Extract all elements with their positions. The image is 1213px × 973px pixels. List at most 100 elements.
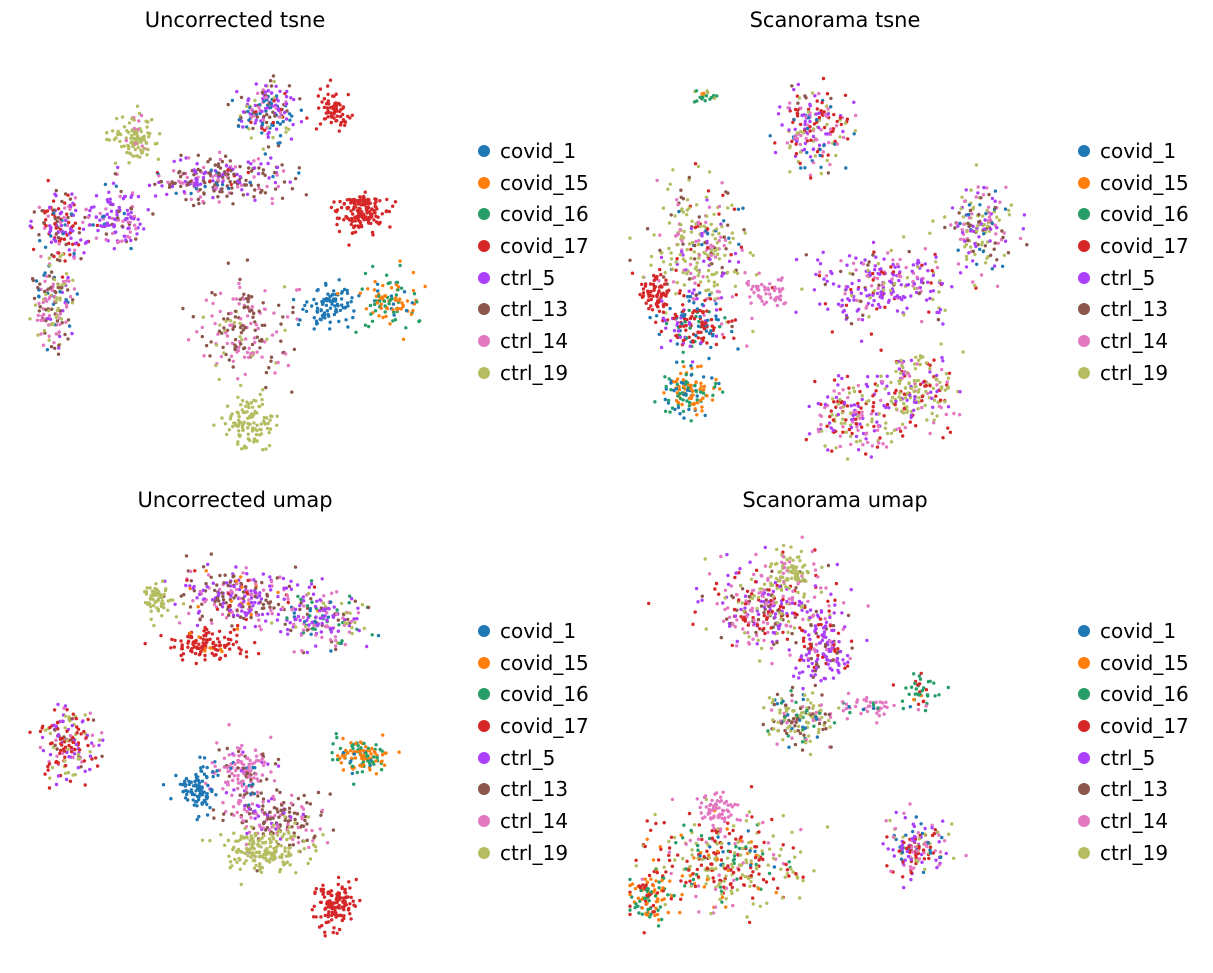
cell-point: [375, 207, 379, 211]
cell-point: [778, 290, 782, 294]
cell-point: [923, 247, 927, 251]
cell-point: [105, 131, 109, 135]
cell-point: [730, 329, 734, 334]
cell-point: [205, 795, 210, 799]
cell-point: [275, 120, 280, 125]
cell-point: [677, 209, 681, 214]
cell-point: [396, 288, 400, 292]
cell-cluster: [768, 76, 858, 180]
cell-point: [263, 90, 268, 94]
cell-point: [788, 170, 792, 174]
cell-point: [289, 587, 294, 591]
cell-point: [218, 602, 223, 607]
cell-point: [854, 113, 858, 118]
cell-point: [950, 285, 954, 289]
cell-point: [1001, 235, 1005, 240]
cell-point: [357, 628, 361, 633]
cell-point: [55, 219, 59, 224]
cell-point: [61, 751, 65, 756]
legend-label: ctrl_19: [1100, 360, 1169, 385]
cell-point: [215, 769, 219, 773]
cell-point: [280, 196, 285, 200]
cell-point: [986, 205, 991, 209]
cell-point: [662, 391, 666, 395]
cell-point: [54, 782, 59, 787]
cell-point: [695, 307, 700, 311]
cell-point: [693, 225, 698, 230]
cell-point: [238, 858, 242, 862]
cell-point: [181, 181, 185, 185]
cell-point: [229, 182, 233, 187]
cell-point: [244, 819, 248, 823]
cell-point: [305, 650, 310, 655]
cell-point: [940, 281, 944, 286]
cell-point: [321, 302, 325, 306]
cell-point: [263, 307, 267, 311]
cell-point: [202, 790, 206, 794]
cell-point: [869, 455, 873, 459]
cell-point: [848, 411, 853, 415]
cell-point: [217, 200, 221, 204]
cell-point: [107, 223, 112, 227]
cell-point: [116, 216, 120, 220]
cell-point: [720, 332, 725, 337]
cell-point: [706, 253, 710, 257]
cell-point: [314, 849, 318, 853]
cell-point: [55, 319, 60, 323]
cell-point: [659, 273, 663, 277]
cell-point: [350, 296, 354, 300]
cell-point: [712, 96, 717, 100]
cell-point: [265, 426, 270, 431]
cell-point: [198, 195, 203, 199]
cell-point: [216, 178, 220, 182]
cell-point: [878, 295, 882, 299]
cell-point: [878, 436, 882, 440]
cell-point: [713, 248, 717, 253]
cell-point: [254, 82, 258, 86]
cell-point: [316, 790, 321, 795]
cell-point: [221, 818, 225, 823]
cell-point: [879, 348, 883, 352]
cell-point: [837, 284, 841, 288]
cell-point: [66, 220, 71, 225]
cell-point: [88, 711, 93, 715]
cell-point: [912, 362, 917, 366]
cell-point: [278, 134, 283, 138]
cell-point: [55, 754, 59, 758]
cell-point: [959, 207, 963, 211]
cell-point: [655, 299, 660, 303]
cell-point: [891, 258, 895, 262]
cell-point: [218, 587, 222, 591]
cell-point: [367, 761, 372, 765]
cell-point: [808, 102, 812, 107]
cell-point: [802, 147, 807, 152]
cell-point: [142, 146, 146, 151]
cell-point: [83, 769, 87, 773]
cell-point: [852, 298, 856, 302]
cell-point: [811, 127, 816, 131]
cell-point: [224, 616, 229, 620]
cell-point: [283, 849, 287, 853]
cell-point: [72, 248, 77, 252]
cell-point: [250, 842, 254, 846]
cell-point: [978, 203, 982, 207]
cell-point: [208, 805, 212, 810]
cell-point: [977, 235, 981, 239]
cell-point: [66, 288, 70, 292]
cell-point: [276, 602, 281, 607]
cell-point: [233, 857, 237, 862]
cell-point: [256, 794, 260, 798]
cell-point: [277, 815, 281, 819]
cell-point: [703, 413, 707, 418]
cell-point: [222, 351, 226, 355]
cell-point: [865, 304, 869, 308]
cell-point: [866, 375, 870, 379]
cell-point: [228, 647, 232, 651]
cell-point: [309, 597, 313, 601]
cell-point: [260, 121, 265, 125]
cell-point: [248, 605, 252, 609]
cell-point: [707, 356, 711, 361]
cell-point: [276, 825, 280, 829]
cell-point: [856, 317, 861, 321]
cell-point: [301, 807, 306, 811]
